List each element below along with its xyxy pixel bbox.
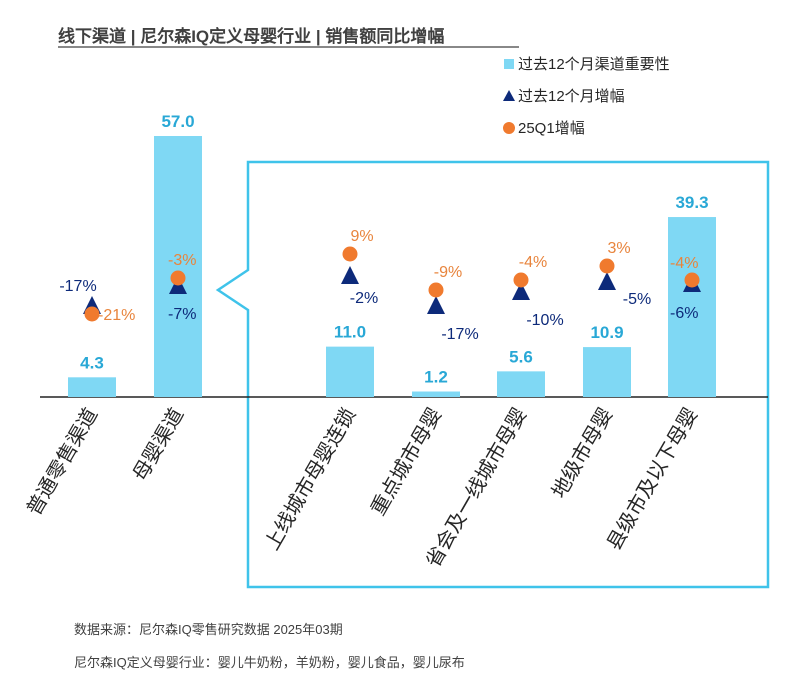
- bar: [497, 371, 545, 397]
- bar: [326, 346, 374, 397]
- bar: [412, 391, 460, 397]
- bar-value-label: 39.3: [675, 193, 708, 212]
- bar-value-label: 4.3: [80, 353, 104, 372]
- legend-circle-swatch: [503, 122, 515, 134]
- footnote-definition: 尼尔森IQ定义母婴行业：婴儿牛奶粉，羊奶粉，婴儿食品，婴儿尿布: [74, 655, 465, 670]
- bar: [154, 136, 202, 397]
- growth-q1-marker: [342, 246, 358, 262]
- growth-12m-marker: [341, 266, 359, 284]
- growth-12m-label: -6%: [670, 305, 698, 322]
- growth-q1-marker: [599, 258, 615, 274]
- growth-12m-label: -17%: [59, 278, 96, 295]
- breakdown-frame: [215, 160, 770, 589]
- category-label: 普通零售渠道: [22, 404, 102, 519]
- category-label: 上线城市母婴连锁: [260, 404, 360, 554]
- growth-12m-label: -2%: [350, 290, 378, 307]
- growth-12m-label: -17%: [441, 326, 478, 343]
- growth-q1-marker: [513, 272, 529, 288]
- legend-bar-swatch: [504, 59, 514, 69]
- growth-12m-marker: [598, 272, 616, 290]
- legend-label-q1-growth: 25Q1增幅: [518, 120, 585, 137]
- growth-q1-marker: [684, 272, 700, 288]
- bars: 4.3 57.0 11.0 1.2 5.6 10.9 39.3: [68, 112, 716, 397]
- bar: [583, 347, 631, 397]
- bar-value-label: 1.2: [424, 368, 448, 387]
- growth-q1-label: 3%: [607, 240, 630, 257]
- chart-title: 线下渠道 | 尼尔森IQ定义母婴行业 | 销售额同比增幅: [58, 26, 444, 46]
- bar-value-label: 10.9: [590, 323, 623, 342]
- growth-q1-label: 9%: [350, 228, 373, 245]
- bar-value-label: 11.0: [334, 323, 366, 342]
- markers: -17%-21% -7%-3%-2%9%-17%-9%-10%-4%-5%3%-6…: [59, 228, 701, 343]
- growth-q1-marker: [84, 306, 100, 322]
- growth-q1-label: -4%: [519, 254, 547, 271]
- legend: 过去12个月渠道重要性 过去12个月增幅 25Q1增幅: [503, 56, 670, 137]
- legend-label-12m-growth: 过去12个月增幅: [518, 88, 625, 105]
- growth-q1-marker: [170, 270, 186, 286]
- category-label: 重点城市母婴: [366, 404, 446, 519]
- category-label: 地级市母婴: [547, 404, 617, 502]
- growth-q1-label: -4%: [670, 255, 698, 272]
- growth-q1-label: -9%: [434, 264, 462, 281]
- legend-triangle-swatch: [503, 90, 515, 101]
- category-label: 县级市及以下母婴: [602, 404, 702, 554]
- growth-12m-label: -5%: [623, 291, 651, 308]
- footnote-source: 数据来源：尼尔森IQ零售研究数据 2025年03期: [74, 622, 343, 637]
- growth-q1-label: -3%: [168, 252, 196, 269]
- bar-value-label: 5.6: [509, 347, 533, 366]
- growth-12m-label: -10%: [526, 312, 563, 329]
- growth-12m-label: -7%: [168, 306, 196, 323]
- bar-value-label: 57.0: [161, 112, 194, 131]
- growth-12m-marker: [427, 296, 445, 314]
- legend-label-importance: 过去12个月渠道重要性: [518, 56, 670, 73]
- growth-q1-marker: [428, 282, 444, 298]
- bar: [68, 377, 116, 397]
- growth-q1-label: -21%: [98, 307, 135, 324]
- growth-12m-marker: [512, 282, 530, 300]
- bar: [668, 217, 716, 397]
- category-label: 母婴渠道: [128, 404, 188, 485]
